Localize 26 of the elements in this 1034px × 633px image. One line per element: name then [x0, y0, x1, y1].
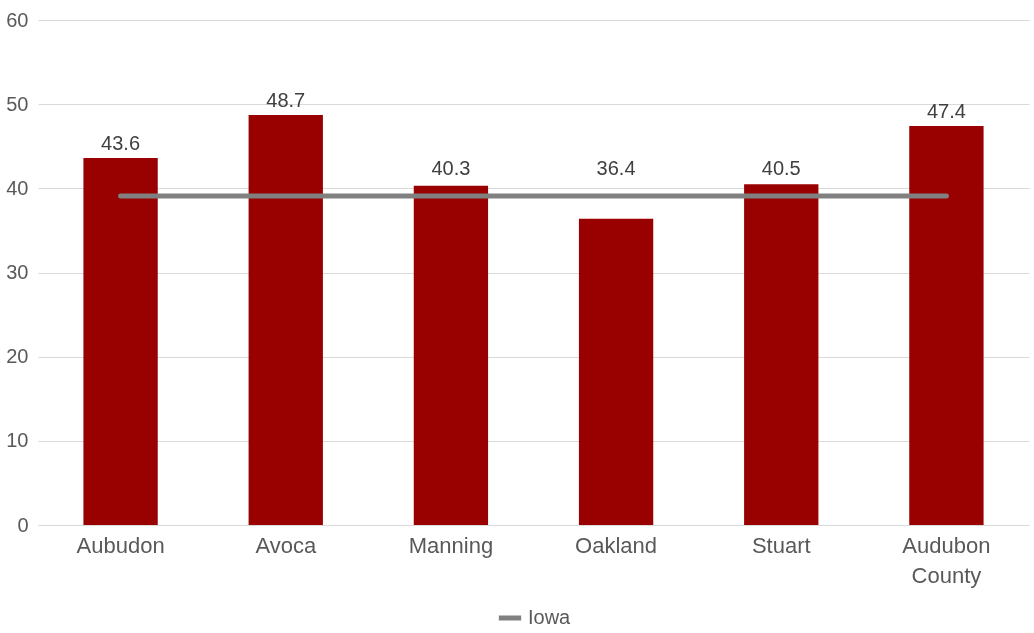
bar — [413, 185, 489, 525]
x-tick-label: Aubudon — [76, 532, 165, 558]
bar — [744, 184, 819, 525]
bar — [248, 115, 323, 525]
y-tick-label: 20 — [6, 345, 29, 368]
data-label: 43.6 — [101, 132, 141, 155]
bar — [83, 158, 158, 525]
x-tick-label: Oakland — [575, 532, 658, 558]
data-label: 40.5 — [761, 157, 801, 180]
x-tick-label: Avoca — [255, 532, 317, 558]
x-tick-label: Audubon County — [902, 532, 991, 588]
y-tick-label: 0 — [17, 513, 29, 536]
data-label: 40.3 — [431, 157, 471, 180]
legend-label: Iowa — [528, 606, 572, 628]
data-label: 47.4 — [926, 100, 966, 123]
bar — [578, 218, 654, 525]
bar — [909, 126, 984, 525]
data-label: 48.7 — [266, 89, 306, 112]
x-tick-label: Manning — [408, 532, 494, 558]
x-tick-label: Stuart — [751, 532, 811, 558]
y-tick-label: 30 — [6, 261, 29, 283]
data-label: 36.4 — [596, 157, 636, 180]
y-tick-label: 50 — [6, 92, 29, 115]
y-tick-label: 10 — [6, 429, 29, 452]
y-tick-label: 40 — [6, 176, 29, 199]
y-tick-label: 60 — [6, 8, 29, 31]
